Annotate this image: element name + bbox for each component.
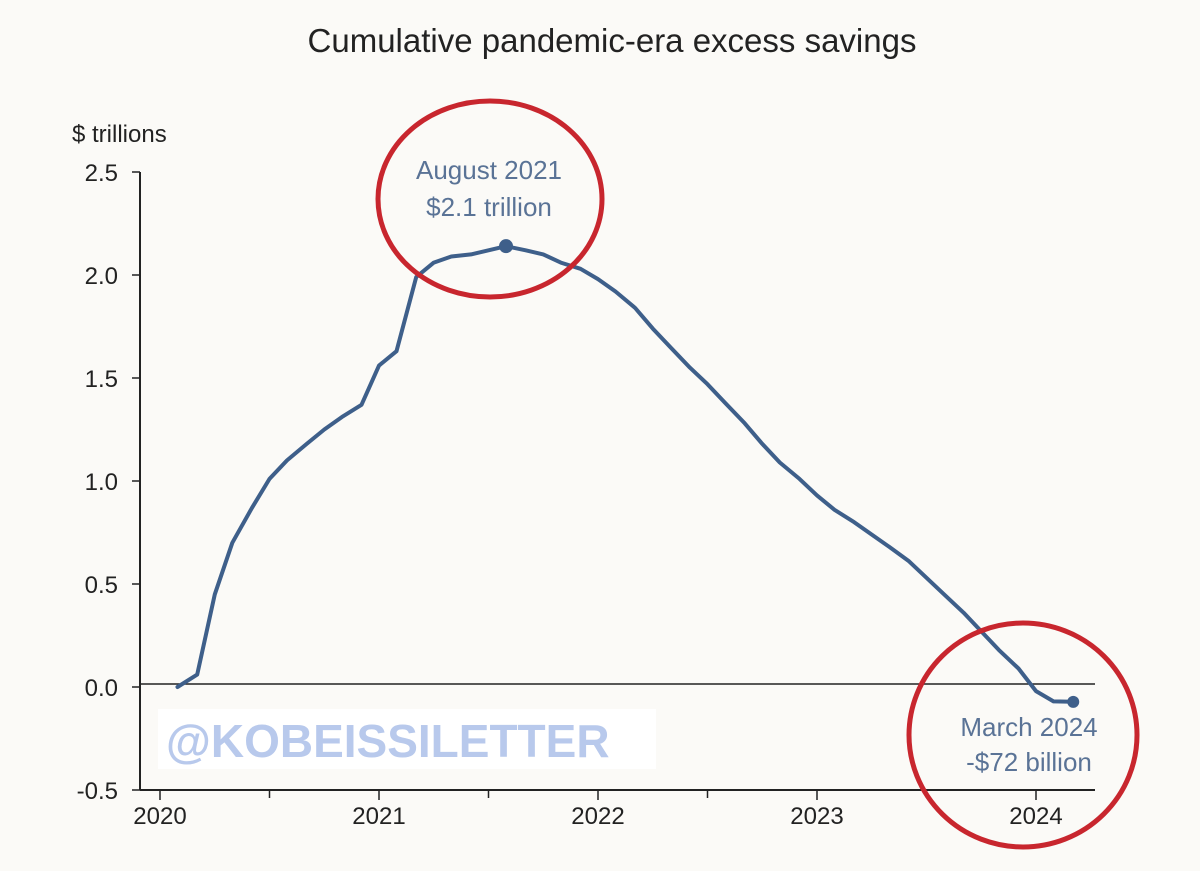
peak-annotation-value: $2.1 trillion xyxy=(426,192,552,222)
peak-highlight-circle xyxy=(375,98,605,300)
series-layer xyxy=(175,239,1080,708)
y-tick-label: 0.5 xyxy=(85,572,118,599)
x-tick-label: 2021 xyxy=(352,803,405,830)
x-tick-label: 2020 xyxy=(133,803,186,830)
peak-annotation-date: August 2021 xyxy=(416,155,562,185)
series-line-0 xyxy=(175,244,1076,704)
chart-title: Cumulative pandemic-era excess savings xyxy=(308,22,917,59)
peak-point-marker xyxy=(499,239,514,254)
x-tick-label: 2022 xyxy=(571,803,624,830)
end-annotation: March 2024 -$72 billion xyxy=(960,712,1097,777)
x-tick-label: 2024 xyxy=(1009,803,1062,830)
end-point-marker xyxy=(1067,695,1080,708)
y-tick-label: -0.5 xyxy=(77,778,118,805)
x-axis-ticks: 2020 2021 2022 2023 2024 xyxy=(133,790,1063,830)
peak-annotation: August 2021 $2.1 trillion xyxy=(416,155,562,222)
end-annotation-date: March 2024 xyxy=(960,712,1097,742)
y-axis-ticks: 2.5 2.0 1.5 1.0 0.5 0.0 -0.5 xyxy=(77,160,140,805)
watermark-text: @KOBEISSILETTER xyxy=(166,715,610,767)
watermark: @KOBEISSILETTER xyxy=(158,709,656,769)
y-tick-label: 1.0 xyxy=(85,469,118,496)
end-annotation-value: -$72 billion xyxy=(966,747,1092,777)
y-tick-label: 2.0 xyxy=(85,263,118,290)
y-axis-label: $ trillions xyxy=(72,121,167,148)
y-tick-label: 0.0 xyxy=(85,675,118,702)
x-tick-label: 2023 xyxy=(790,803,843,830)
end-highlight-circle xyxy=(906,620,1140,850)
y-tick-label: 2.5 xyxy=(85,160,118,187)
y-tick-label: 1.5 xyxy=(85,366,118,393)
